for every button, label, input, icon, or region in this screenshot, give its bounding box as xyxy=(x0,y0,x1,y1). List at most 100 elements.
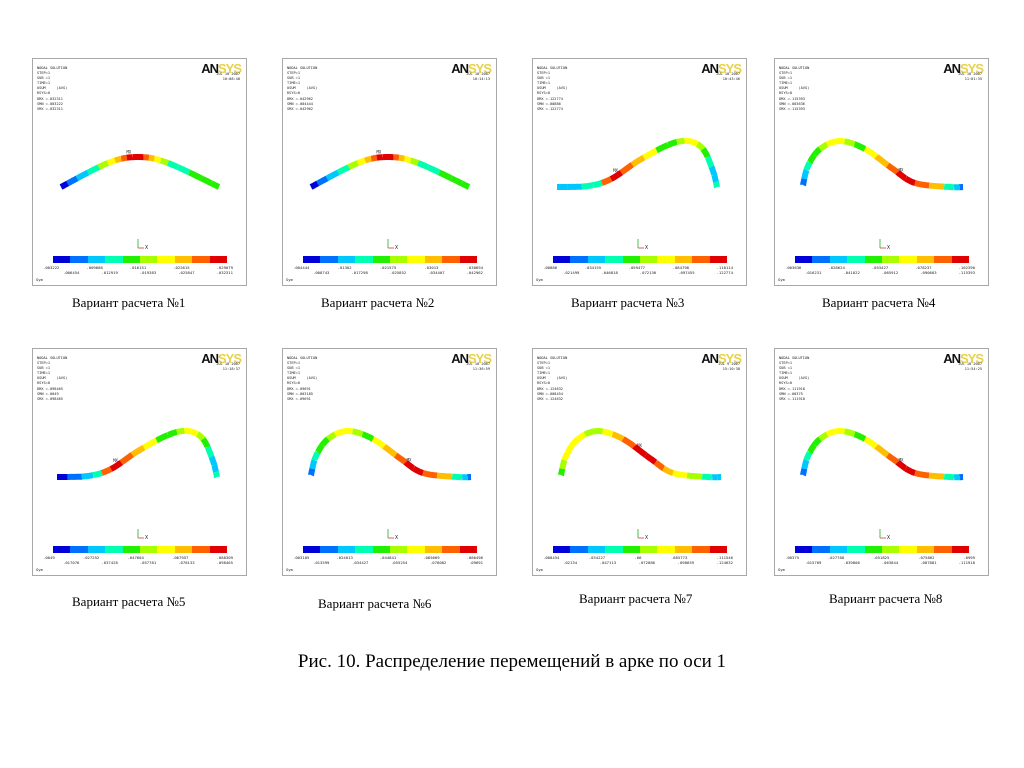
arch-segment xyxy=(675,137,686,145)
legend-swatch xyxy=(407,546,425,553)
legend-ticks-bottom: .015769 .039806 .063844 .087881 .111918 xyxy=(805,560,975,565)
arch-segment xyxy=(159,157,170,166)
date: JUL 10 2007 xyxy=(958,72,982,76)
time: 10:14:13 xyxy=(472,77,490,81)
arch-segment xyxy=(653,460,665,472)
arch-contour: MX xyxy=(558,428,722,481)
arch-segment xyxy=(801,458,810,470)
arch-segment xyxy=(895,170,907,182)
arch-segment xyxy=(895,460,907,472)
logo-text: SYS xyxy=(959,351,984,366)
legend-swatch xyxy=(709,546,728,553)
legend-tick: .0999 xyxy=(963,555,975,560)
color-legend-bar xyxy=(303,256,478,263)
date: JUL 10 2007 xyxy=(466,72,490,76)
legend-swatch xyxy=(899,546,917,553)
header-line: SMX =.09691 xyxy=(287,396,311,401)
model-name: Gym xyxy=(778,567,785,572)
header-line: DMX =.115393 xyxy=(779,96,805,101)
date: JUL 10 2007 xyxy=(958,362,982,366)
legend-tick: .102390 xyxy=(958,265,975,270)
header-line: TIME=1 xyxy=(37,371,50,376)
arch-segment xyxy=(632,444,648,458)
arch-segment xyxy=(569,436,580,447)
timestamp: JUL 10 2007 10:43:46 xyxy=(716,72,740,82)
color-legend-bar xyxy=(53,546,228,553)
color-legend-bar xyxy=(795,546,970,553)
legend-tick: .02134 xyxy=(563,560,578,565)
max-marker: MX xyxy=(613,168,618,173)
color-legend-bar xyxy=(553,256,728,263)
ansys-logo: ANSYS xyxy=(201,62,242,76)
model-name: Gym xyxy=(286,567,293,572)
legend-tick: .021499 xyxy=(563,270,580,275)
arch-segment xyxy=(114,155,123,164)
header-line: USUM (AVG) xyxy=(287,376,318,381)
variant-caption: Вариант расчета №3 xyxy=(571,295,685,310)
legend-swatch xyxy=(303,546,321,553)
arch-segment xyxy=(811,146,822,157)
arch-segment xyxy=(853,431,867,442)
arch-segment xyxy=(208,455,218,466)
arch-segment xyxy=(176,164,191,176)
arch-segment xyxy=(371,436,386,449)
header-line: NODAL SOLUTION xyxy=(37,66,68,70)
time: 11:01:35 xyxy=(964,77,982,81)
arch-segment xyxy=(642,147,659,160)
arch-segment xyxy=(863,146,878,159)
arch-segment xyxy=(210,180,221,190)
legend-tick: .034407 xyxy=(428,270,445,275)
legend-swatch xyxy=(122,256,141,263)
legend-swatch xyxy=(916,256,935,263)
legend-swatch xyxy=(847,546,865,553)
logo-text: AN xyxy=(451,351,469,366)
variant-caption: Вариант расчета №8 xyxy=(829,591,943,606)
date: JUL 10 2007 xyxy=(716,72,740,76)
arch-segment xyxy=(393,154,400,161)
arch-segment xyxy=(213,471,220,479)
header-line: USUM (AVG) xyxy=(537,376,568,381)
contour-plot-2: NODAL SOLUTION STEP=1 SUB =1 TIME=1 USUM (AV… xyxy=(282,58,497,286)
legend-swatch xyxy=(657,546,675,553)
legend-ticks-top: .00375 .027788 .051825 .075862 .0999 xyxy=(785,555,975,560)
arch-segment xyxy=(825,138,837,147)
legend-swatch xyxy=(605,546,623,553)
arch-segment xyxy=(943,183,955,191)
arch-segment xyxy=(200,437,211,449)
variant-caption: Вариант расчета №1 xyxy=(72,295,186,310)
arch-segment xyxy=(576,431,587,442)
timestamp: JUL 10 2007 10:14:13 xyxy=(466,72,490,82)
legend-swatch xyxy=(622,256,641,263)
arch-segment xyxy=(195,431,206,441)
ansys-logo: ANSYS xyxy=(943,62,984,76)
arch-segment xyxy=(559,458,568,470)
header-line: SUB =1 xyxy=(37,366,50,371)
arch-segment xyxy=(422,470,438,479)
arch-segment xyxy=(943,473,955,481)
legend-swatch xyxy=(829,256,848,263)
legend-tick: .042962 xyxy=(466,270,483,275)
logo-text: SYS xyxy=(717,351,742,366)
arch-segment xyxy=(184,427,193,435)
arch-segment xyxy=(807,443,817,455)
arch-segment xyxy=(667,139,678,148)
arch-contour: MX xyxy=(800,138,964,191)
legend-tick: .029079 xyxy=(216,265,233,270)
variant-caption: Вариант расчета №5 xyxy=(72,594,186,609)
arch-segment xyxy=(621,436,636,449)
legend-tick: .019383 xyxy=(139,270,157,275)
legend-swatch xyxy=(674,256,693,263)
axis-triad: X xyxy=(637,529,648,540)
header-line: TIME=1 xyxy=(779,81,792,86)
legend-ticks-top: .008454 .034227 .06 .085773 .111546 xyxy=(543,555,733,560)
max-marker: MX xyxy=(637,443,642,448)
header-line: DMX =.032311 xyxy=(37,96,63,101)
legend-tick: .098659 xyxy=(677,560,695,565)
header-line: STEP=1 xyxy=(37,71,50,76)
arch-segment xyxy=(92,470,104,479)
max-marker: MX xyxy=(377,149,382,154)
arch-segment xyxy=(460,180,471,190)
legend-tick: .003185 xyxy=(293,555,310,560)
legend-swatch xyxy=(320,256,338,263)
legend-swatch xyxy=(951,256,970,263)
